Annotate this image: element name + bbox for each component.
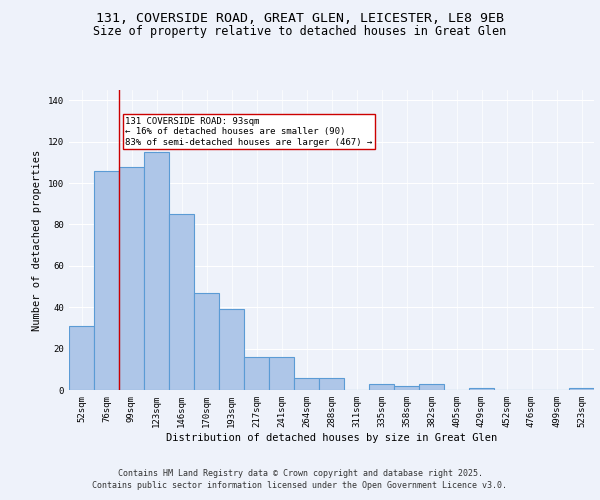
Bar xyxy=(144,152,169,390)
Y-axis label: Number of detached properties: Number of detached properties xyxy=(32,150,43,330)
Bar xyxy=(94,170,119,390)
Bar xyxy=(294,378,319,390)
Bar xyxy=(369,384,394,390)
Bar xyxy=(194,293,219,390)
Text: 131, COVERSIDE ROAD, GREAT GLEN, LEICESTER, LE8 9EB: 131, COVERSIDE ROAD, GREAT GLEN, LEICEST… xyxy=(96,12,504,26)
Text: 131 COVERSIDE ROAD: 93sqm
← 16% of detached houses are smaller (90)
83% of semi-: 131 COVERSIDE ROAD: 93sqm ← 16% of detac… xyxy=(125,117,373,146)
Bar xyxy=(419,384,444,390)
Bar xyxy=(569,388,594,390)
Text: Contains HM Land Registry data © Crown copyright and database right 2025.: Contains HM Land Registry data © Crown c… xyxy=(118,468,482,477)
X-axis label: Distribution of detached houses by size in Great Glen: Distribution of detached houses by size … xyxy=(166,432,497,442)
Text: Contains public sector information licensed under the Open Government Licence v3: Contains public sector information licen… xyxy=(92,481,508,490)
Bar xyxy=(169,214,194,390)
Bar xyxy=(394,386,419,390)
Bar xyxy=(319,378,344,390)
Bar xyxy=(219,310,244,390)
Text: Size of property relative to detached houses in Great Glen: Size of property relative to detached ho… xyxy=(94,25,506,38)
Bar xyxy=(119,166,144,390)
Bar xyxy=(69,326,94,390)
Bar xyxy=(269,357,294,390)
Bar xyxy=(244,357,269,390)
Bar xyxy=(469,388,494,390)
